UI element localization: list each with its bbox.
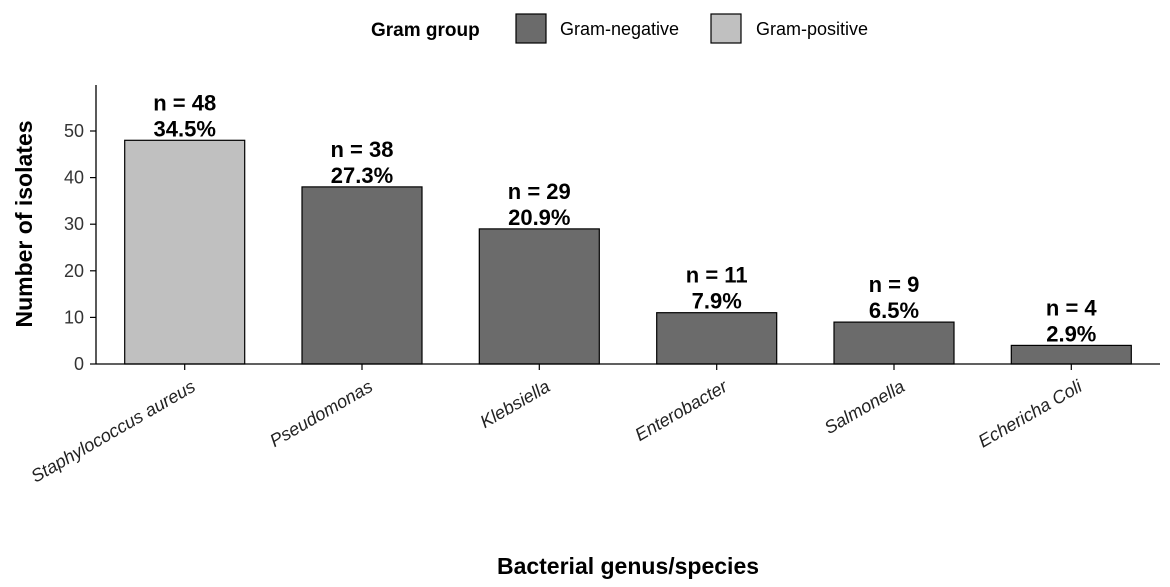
legend-title: Gram group <box>371 20 480 41</box>
bar-count-label: n = 4 <box>1046 295 1098 320</box>
y-tick-label: 0 <box>74 354 84 374</box>
bar-percent-label: 20.9% <box>508 205 570 230</box>
x-tick-label: Klebsiella <box>477 376 554 432</box>
bar <box>656 312 778 365</box>
legend: Gram group Gram-negative Gram-positive <box>371 13 868 44</box>
legend-swatch-gram-positive <box>710 13 742 44</box>
bar-count-label: n = 48 <box>153 90 216 115</box>
x-tick-label: Staphylococcus aureus <box>28 376 199 486</box>
bar <box>478 228 600 365</box>
bar <box>301 186 423 365</box>
legend-swatch-gram-negative <box>515 13 547 44</box>
y-tick-label: 30 <box>64 214 84 234</box>
bar-count-label: n = 38 <box>331 137 394 162</box>
x-axis-title: Bacterial genus/species <box>497 553 759 579</box>
bar-percent-label: 7.9% <box>692 289 742 314</box>
bar <box>833 321 955 365</box>
bar-percent-label: 27.3% <box>331 163 393 188</box>
legend-label-gram-negative: Gram-negative <box>560 19 679 39</box>
y-tick-label: 40 <box>64 168 84 188</box>
bar-percent-label: 2.9% <box>1046 321 1096 346</box>
bar-count-label: n = 11 <box>686 263 748 288</box>
bar-count-label: n = 9 <box>869 272 920 297</box>
bar-count-label: n = 29 <box>508 179 571 204</box>
x-tick-label: Pseudomonas <box>266 376 376 451</box>
y-ticks-group: 0 10 20 30 40 50 <box>64 121 96 374</box>
bar-percent-label: 34.5% <box>154 116 216 141</box>
x-ticks-group: Staphylococcus aureus Pseudomonas Klebsiel… <box>28 364 1086 487</box>
x-tick-label: Echericha Coli <box>975 376 1086 452</box>
x-tick-label: Salmonella <box>821 376 908 438</box>
x-tick-label: Enterobacter <box>631 376 731 445</box>
bar-percent-label: 6.5% <box>869 298 919 323</box>
legend-label-gram-positive: Gram-positive <box>756 19 868 39</box>
y-axis-title: Number of isolates <box>11 120 37 327</box>
y-tick-label: 20 <box>64 261 84 281</box>
bar <box>1010 344 1132 365</box>
y-tick-label: 50 <box>64 121 84 141</box>
bars-group <box>124 139 1132 365</box>
bar <box>124 139 246 365</box>
y-tick-label: 10 <box>64 307 84 327</box>
